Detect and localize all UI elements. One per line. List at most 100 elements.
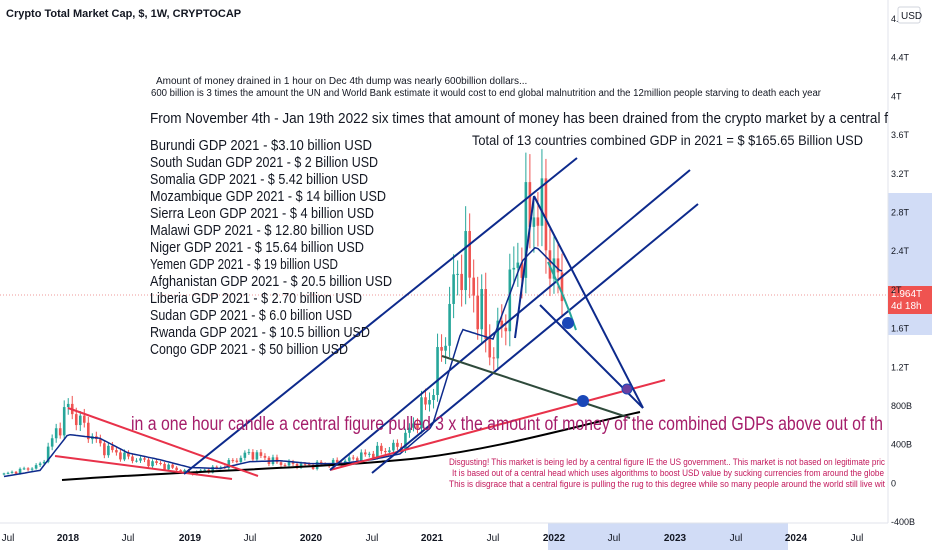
candle-body	[103, 443, 106, 456]
candle-body	[2, 473, 6, 475]
candle-body	[211, 466, 215, 473]
disgust-line-3: This is disgrace that a central figure i…	[449, 479, 885, 489]
candle-body	[355, 458, 359, 463]
gdp-list-item: Burundi GDP 2021 - $3.10 billion USD	[150, 137, 372, 154]
candle-body	[380, 445, 383, 452]
moving-average-line	[3, 246, 563, 478]
candle-body	[255, 452, 259, 460]
candle-body	[544, 178, 548, 251]
candle-body	[42, 461, 46, 464]
candle-body	[512, 267, 516, 270]
drawings-group	[54, 157, 699, 481]
candle-body	[528, 182, 532, 227]
candle-body	[440, 347, 443, 351]
currency-badge[interactable]: USD	[901, 11, 922, 22]
candle-body	[556, 258, 560, 273]
candle-body	[295, 463, 299, 468]
time-tick: Jul	[244, 533, 257, 544]
candle-body	[147, 459, 150, 467]
candle-body	[396, 442, 399, 447]
gdp-list-item: Liberia GDP 2021 - $ 2.70 billion USD	[150, 290, 362, 307]
candle-body	[432, 395, 435, 401]
candle-body	[14, 471, 18, 474]
time-tick: Jul	[2, 533, 15, 544]
time-tick: Jul	[122, 533, 135, 544]
candle-body	[54, 428, 58, 439]
candle-body	[307, 464, 311, 466]
currency-badge-box[interactable]	[897, 6, 921, 24]
price-tick: 3.2T	[891, 169, 910, 179]
candle-body	[38, 463, 42, 466]
candle-body	[476, 295, 479, 330]
candle-body	[30, 468, 34, 470]
candle-body	[468, 231, 471, 278]
candle-body	[87, 422, 90, 440]
candle-body	[376, 445, 379, 458]
target-point-2	[577, 395, 589, 407]
candle-body	[167, 464, 170, 470]
candle-body	[516, 262, 520, 268]
candle-body	[18, 468, 22, 474]
time-tick: 2019	[179, 533, 202, 544]
candle-body	[560, 272, 564, 302]
candle-body	[62, 407, 66, 436]
time-axis[interactable]: Jul 2018 Jul 2019 Jul 2020 Jul 2021 Jul 2022 Jul 20…	[2, 533, 864, 544]
candle-body	[420, 397, 423, 429]
current-price-label-bg	[888, 286, 932, 314]
gdp-list-item: Congo GDP 2021 - $ 50 billion USD	[150, 341, 348, 358]
candle-body	[444, 345, 447, 351]
blue-channel-lower	[371, 203, 699, 474]
candle-body	[159, 462, 162, 464]
gdp-list: Burundi GDP 2021 - $3.10 billion USDSout…	[150, 137, 392, 358]
countdown-label: 4d 18h	[891, 301, 922, 312]
red-trendline-upper	[67, 407, 259, 477]
candle-body	[291, 461, 295, 464]
candle-body	[552, 258, 556, 279]
gdp-total: Total of 13 countries combined GDP in 20…	[472, 132, 863, 148]
green-descending-line	[441, 355, 631, 419]
candle-body	[179, 470, 182, 472]
candle-body	[456, 273, 459, 275]
price-tick: 1.2T	[891, 362, 910, 372]
blue-channel-middle	[329, 169, 691, 471]
gdp-list-item: Yemen GDP 2021 - $ 19 billion USD	[150, 256, 338, 273]
candle-body	[143, 458, 146, 460]
candle-body	[22, 468, 26, 470]
candle-body	[464, 231, 467, 291]
price-tick: 2T	[891, 285, 902, 295]
candle-body	[299, 463, 303, 468]
candle-body	[275, 457, 279, 463]
candle-body	[452, 274, 455, 304]
candle-body	[50, 438, 54, 447]
candle-body	[107, 445, 110, 456]
time-tick: Jul	[366, 533, 379, 544]
current-price-label: 1.964T	[891, 289, 922, 300]
candle-body	[496, 320, 500, 359]
time-tick: 2022	[543, 533, 566, 544]
price-tick: 3.6T	[891, 130, 910, 140]
time-tick: Jul	[851, 533, 864, 544]
red-trendline-lower	[54, 455, 233, 480]
candle-body	[263, 455, 267, 458]
candles-group	[2, 149, 564, 478]
candle-body	[66, 403, 70, 408]
candle-body	[404, 432, 407, 450]
gdp-list-item: Mozambique GDP 2021 - $ 14 billion USD	[150, 188, 386, 205]
gdp-list-item: Somalia GDP 2021 - $ 5.42 billion USD	[150, 171, 368, 188]
gdp-list-item: Sudan GDP 2021 - $ 6.0 billion USD	[150, 307, 352, 324]
candle-body	[243, 452, 247, 458]
price-tick: 800B	[891, 401, 912, 411]
target-point-1	[562, 317, 574, 329]
candle-body	[388, 450, 391, 453]
candle-body	[78, 415, 82, 426]
candle-body	[26, 468, 30, 470]
gdp-list-item: Afghanistan GDP 2021 - $ 20.5 billion US…	[150, 273, 392, 290]
candle-body	[520, 262, 524, 278]
candle-body	[368, 453, 371, 455]
candle-body	[424, 397, 427, 405]
candle-body	[287, 461, 291, 466]
target-point-3	[621, 383, 633, 395]
candle-body	[283, 464, 287, 466]
blue-channel-upper	[183, 157, 578, 475]
